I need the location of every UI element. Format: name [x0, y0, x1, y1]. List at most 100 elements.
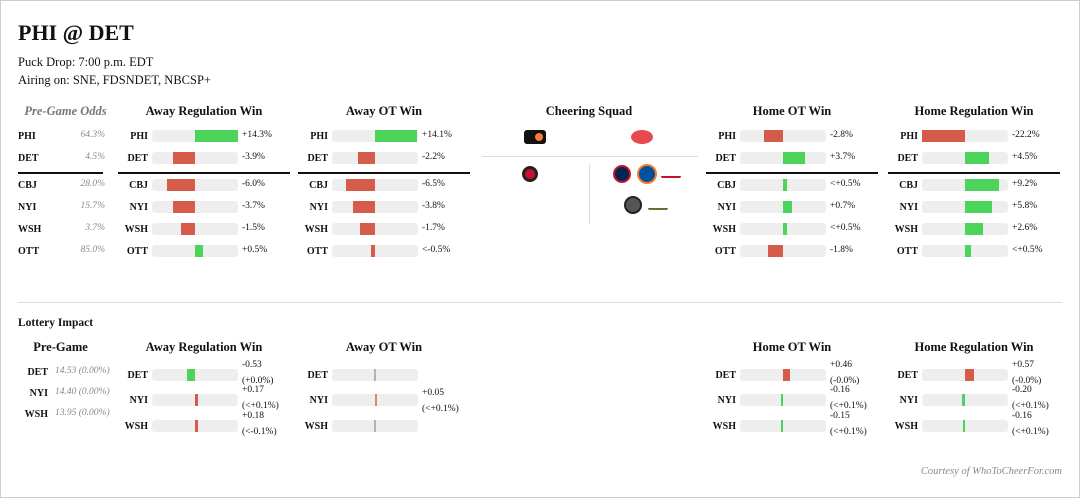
pregame-team-label: WSH [18, 223, 42, 235]
change-value: +0.5% [242, 245, 268, 255]
bar-track [152, 201, 238, 213]
bar-track [332, 245, 418, 257]
improvement-bar [187, 369, 195, 381]
islanders-logo-icon [637, 164, 657, 184]
lottery-pick-change: +0.17 [242, 385, 264, 395]
table-header: Away OT Win [345, 104, 423, 118]
lottery-change-value: +0.57 (-0.0%) [1012, 357, 1041, 389]
lottery-pick-change: +0.05 [422, 388, 444, 398]
change-value: +14.3% [242, 130, 272, 140]
pregame-team-label: CBJ [18, 179, 37, 191]
table-separator [706, 172, 878, 174]
improvement-bar [780, 394, 783, 406]
team-label: NYI [899, 201, 918, 213]
decline-bar [195, 394, 198, 406]
team-label: OTT [896, 245, 918, 257]
lottery-change-value: +0.18 (<-0.1%) [242, 408, 277, 440]
pregame-odds-value: 3.7% [85, 223, 105, 233]
lottery-odds-change: (-0.0%) [1012, 376, 1042, 386]
lottery-bar-track [922, 369, 1008, 381]
decline-bar [965, 369, 974, 381]
lottery-odds-change: (<-0.1%) [242, 427, 277, 437]
lottery-team-label: DET [127, 369, 148, 381]
team-label: OTT [306, 245, 328, 257]
cheering-divider [482, 156, 698, 157]
table-header: Home OT Win [752, 104, 832, 118]
bar-track [740, 245, 826, 257]
lottery-change-value: +0.17 (<+0.1%) [242, 382, 279, 414]
team-label: PHI [130, 130, 148, 142]
lottery-team-label: NYI [717, 394, 736, 406]
negative-bar [352, 201, 375, 213]
lottery-pregame-value: 14.53 (0.00%) [55, 366, 110, 376]
positive-bar [965, 152, 989, 164]
change-value: -6.0% [242, 179, 265, 189]
lottery-bar-track [332, 369, 418, 381]
lottery-team-label: NYI [309, 394, 328, 406]
capitals-alt-logo-icon [648, 200, 668, 210]
table-separator [298, 172, 470, 174]
airing-networks: Airing on: SNE, FDSNDET, NBCSP+ [18, 73, 211, 87]
lottery-odds-change: (<+0.1%) [242, 401, 279, 411]
lottery-table-header: Home OT Win [752, 340, 832, 354]
bar-track [740, 130, 826, 142]
lottery-team-label: WSH [712, 420, 736, 432]
change-value: +5.8% [1012, 201, 1038, 211]
pregame-team-label: OTT [18, 245, 40, 257]
pregame-team-label: DET [18, 152, 39, 164]
pregame-team-label: PHI [18, 130, 36, 142]
lottery-team-label: NYI [129, 394, 148, 406]
lottery-bar-track [152, 420, 238, 432]
negative-bar [764, 130, 783, 142]
lottery-team-label: DET [27, 366, 48, 378]
lottery-odds-change: (<+0.1%) [830, 401, 867, 411]
lottery-team-label: DET [897, 369, 918, 381]
lottery-team-label: WSH [304, 420, 328, 432]
improvement-bar [780, 420, 783, 432]
bar-track [922, 201, 1008, 213]
lottery-pick-change: -0.20 [1012, 385, 1032, 395]
lottery-table-header: Away OT Win [345, 340, 423, 354]
lottery-bar-track [740, 420, 826, 432]
team-label: OTT [714, 245, 736, 257]
improvement-bar [962, 394, 965, 406]
positive-bar [965, 245, 972, 257]
team-label: PHI [900, 130, 918, 142]
team-label: CBJ [309, 179, 328, 191]
negative-bar [360, 223, 375, 235]
lottery-team-label: NYI [29, 387, 48, 399]
team-label: WSH [712, 223, 736, 235]
positive-bar [965, 179, 1000, 191]
pregame-separator [18, 172, 103, 174]
team-label: CBJ [717, 179, 736, 191]
change-value: -1.5% [242, 223, 265, 233]
lottery-table-header: Away Regulation Win [145, 340, 263, 354]
positive-bar [783, 223, 787, 235]
team-label: DET [897, 152, 918, 164]
lottery-bar-track [152, 394, 238, 406]
team-label: CBJ [899, 179, 918, 191]
lottery-odds-change: (<+0.1%) [1012, 427, 1049, 437]
change-value: +0.7% [830, 201, 856, 211]
lottery-change-value: -0.16 (<+0.1%) [1012, 408, 1049, 440]
change-value: +3.7% [830, 152, 856, 162]
bar-track [152, 130, 238, 142]
positive-bar [783, 201, 793, 213]
pregame-odds-value: 4.5% [85, 152, 105, 162]
lottery-odds-change: (<+0.1%) [1012, 401, 1049, 411]
change-value: +14.1% [422, 130, 452, 140]
bar-track [922, 179, 1008, 191]
negative-bar [346, 179, 375, 191]
bar-track [332, 152, 418, 164]
bar-track [332, 130, 418, 142]
negative-bar [167, 179, 195, 191]
change-value: <-0.5% [422, 245, 451, 255]
islanders-alt-logo-icon [624, 196, 642, 214]
positive-bar [965, 223, 984, 235]
lottery-change-value: -0.53 (+0.0%) [242, 357, 273, 389]
negative-bar [371, 245, 375, 257]
positive-bar [783, 179, 787, 191]
negative-bar [181, 223, 195, 235]
team-label: OTT [126, 245, 148, 257]
change-value: -22.2% [1012, 130, 1040, 140]
